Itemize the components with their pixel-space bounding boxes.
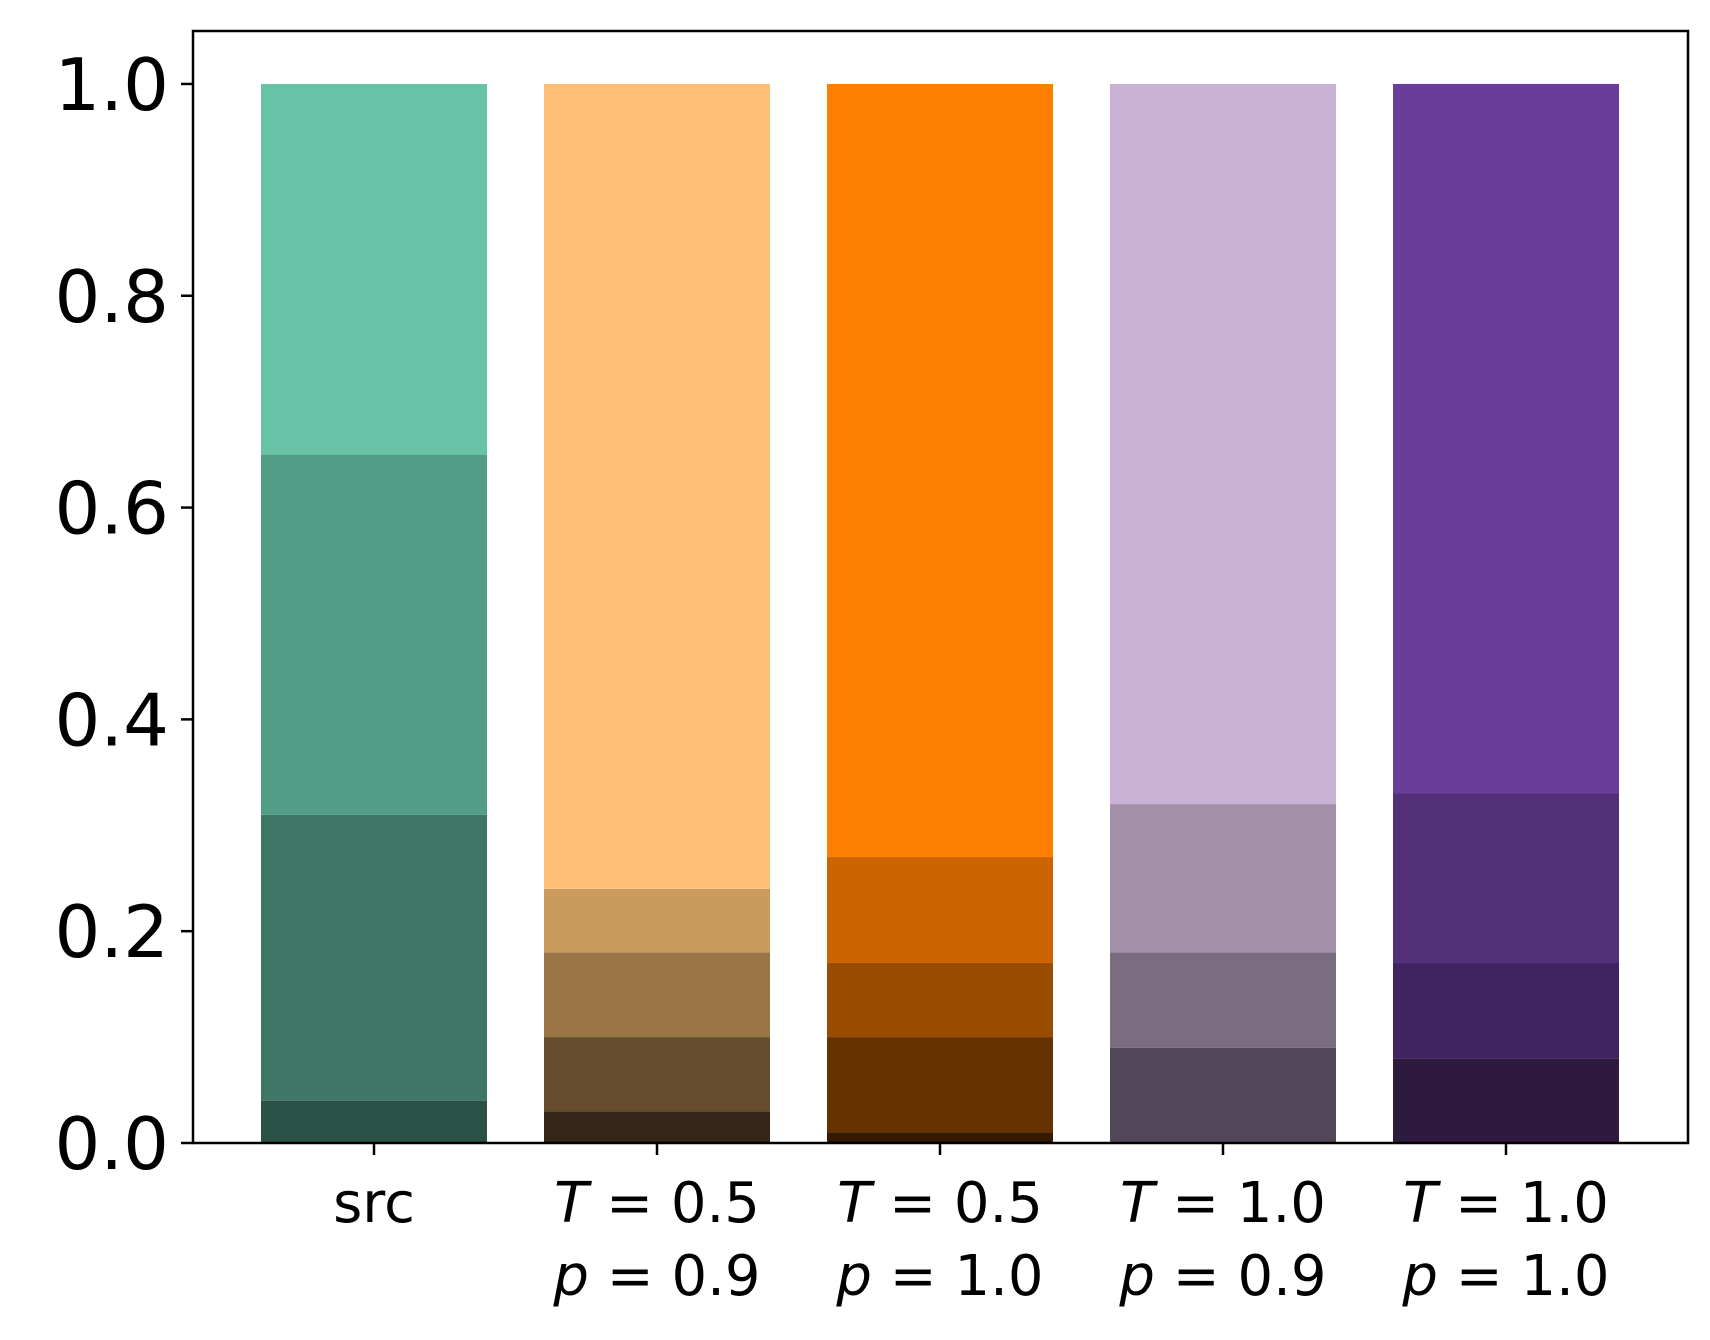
x-tick-label: T = 1.0 bbox=[1403, 1171, 1609, 1236]
bar-2-segment-3 bbox=[827, 857, 1053, 963]
bar-1-segment-4 bbox=[544, 83, 770, 889]
x-tick-label: T = 0.5 bbox=[554, 1171, 760, 1236]
bar-4-segment-2 bbox=[1393, 793, 1619, 963]
y-tick-label: 0.0 bbox=[54, 1102, 169, 1186]
bar-2-segment-1 bbox=[827, 1037, 1053, 1133]
bar-2-segment-2 bbox=[827, 962, 1053, 1038]
bar-0-segment-0 bbox=[261, 1100, 487, 1143]
bar-1-segment-1 bbox=[544, 1037, 770, 1112]
x-tick-label-line2: p = 0.9 bbox=[552, 1244, 760, 1309]
bar-1-segment-0 bbox=[544, 1111, 770, 1143]
bar-0-segment-3 bbox=[261, 83, 487, 455]
y-tick-label: 1.0 bbox=[54, 43, 169, 127]
x-tick-label: T = 0.5 bbox=[837, 1171, 1043, 1236]
bar-2-segment-4 bbox=[827, 83, 1053, 858]
bar-3-segment-3 bbox=[1110, 83, 1336, 805]
bar-3-segment-1 bbox=[1110, 952, 1336, 1048]
bar-2-segment-0 bbox=[827, 1132, 1053, 1143]
bar-0-segment-2 bbox=[261, 454, 487, 815]
x-tick-label: T = 1.0 bbox=[1120, 1171, 1326, 1236]
bar-4-segment-3 bbox=[1393, 83, 1619, 794]
y-tick-label: 0.8 bbox=[54, 255, 169, 339]
y-tick-label: 0.4 bbox=[54, 678, 169, 762]
x-tick-label: src bbox=[333, 1171, 415, 1236]
y-tick-label: 0.6 bbox=[54, 467, 169, 551]
bar-3-segment-2 bbox=[1110, 804, 1336, 953]
bar-1-segment-2 bbox=[544, 952, 770, 1038]
bar-4-segment-1 bbox=[1393, 962, 1619, 1059]
bars-layer bbox=[261, 83, 1619, 1143]
bar-0-segment-1 bbox=[261, 814, 487, 1101]
x-tick-label-line2: p = 1.0 bbox=[835, 1244, 1043, 1309]
x-tick-label-line2: p = 1.0 bbox=[1401, 1244, 1609, 1309]
y-axis: 0.0 0.2 0.4 0.6 0.8 1.0 bbox=[54, 43, 193, 1186]
bar-3-segment-0 bbox=[1110, 1047, 1336, 1143]
y-tick-label: 0.2 bbox=[54, 890, 169, 974]
bar-4-segment-0 bbox=[1393, 1058, 1619, 1143]
bar-1-segment-3 bbox=[544, 888, 770, 953]
x-tick-label-line2: p = 0.9 bbox=[1118, 1244, 1326, 1309]
x-axis: src T = 0.5 p = 0.9 T = 0.5 p = 1.0 T = 1.0 p … bbox=[333, 1143, 1610, 1309]
